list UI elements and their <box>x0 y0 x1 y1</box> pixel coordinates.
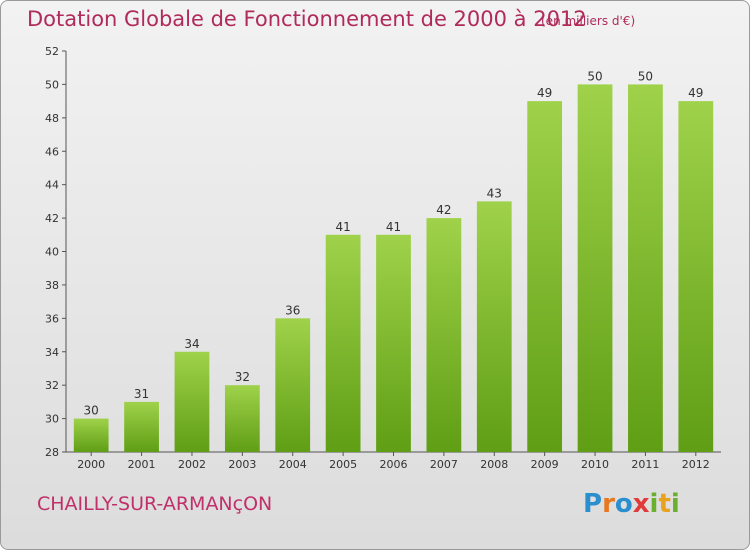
bar-value-label: 50 <box>587 69 602 83</box>
bar <box>124 401 159 452</box>
x-tick-label: 2001 <box>128 458 156 471</box>
y-tick-label: 32 <box>45 379 59 392</box>
y-tick-label: 46 <box>45 145 59 158</box>
bar <box>628 84 663 453</box>
x-axis-ticks: 2000 2001 2002 2003 2004 2005 2006 2007 2008 2009… <box>77 452 710 471</box>
bar <box>527 101 563 452</box>
bar-value-label: 41 <box>386 220 401 234</box>
y-tick-label: 44 <box>45 179 59 192</box>
bar-value-label: 50 <box>638 69 653 83</box>
proxiti-logo[interactable]: Proxiti <box>583 489 680 519</box>
bar <box>224 385 260 452</box>
y-axis-ticks: 28 30 32 34 36 38 40 42 44 46 48 50 52 <box>45 45 66 459</box>
y-tick-label: 28 <box>45 446 59 459</box>
bar <box>577 84 613 453</box>
chart-title: Dotation Globale de Fonctionnement de 20… <box>27 7 587 31</box>
bar-value-label: 41 <box>335 220 350 234</box>
logo-letter: r <box>602 489 615 519</box>
bar-value-label: 42 <box>436 203 451 217</box>
x-tick-label: 2011 <box>631 458 659 471</box>
y-tick-label: 48 <box>45 112 59 125</box>
x-tick-label: 2002 <box>178 458 206 471</box>
bar <box>678 101 714 452</box>
bar-value-label: 36 <box>285 303 300 317</box>
bar-value-label: 30 <box>84 404 99 418</box>
bar-value-label: 43 <box>487 186 502 200</box>
logo-letter: i <box>670 489 680 519</box>
chart-bars: 30 31 34 32 36 41 41 42 43 49 50 50 49 <box>73 69 714 453</box>
x-tick-label: 2000 <box>77 458 105 471</box>
commune-name: CHAILLY-SUR-ARMANçON <box>37 493 273 515</box>
logo-letter: t <box>658 489 671 519</box>
y-tick-label: 36 <box>45 312 59 325</box>
chart-subtitle: (en milliers d'€) <box>541 14 636 28</box>
logo-letter: x <box>632 489 650 519</box>
bar-value-label: 31 <box>134 387 149 401</box>
x-tick-label: 2006 <box>380 458 408 471</box>
y-tick-label: 42 <box>45 212 59 225</box>
y-tick-label: 38 <box>45 279 59 292</box>
y-tick-label: 50 <box>45 78 59 91</box>
x-tick-label: 2005 <box>329 458 357 471</box>
x-tick-label: 2008 <box>480 458 508 471</box>
bar <box>275 318 311 452</box>
bar-value-label: 32 <box>235 370 250 384</box>
bar-value-label: 49 <box>537 86 552 100</box>
x-tick-label: 2009 <box>531 458 559 471</box>
bar <box>426 218 462 452</box>
x-tick-label: 2010 <box>581 458 609 471</box>
logo-letter: o <box>614 489 633 519</box>
logo-letter: i <box>649 489 659 519</box>
x-tick-label: 2003 <box>228 458 256 471</box>
bar <box>325 234 361 452</box>
y-tick-label: 40 <box>45 246 59 259</box>
logo-letter: P <box>583 489 603 519</box>
x-tick-label: 2004 <box>279 458 307 471</box>
y-tick-label: 30 <box>45 413 59 426</box>
bar <box>174 351 210 452</box>
y-tick-label: 34 <box>45 346 59 359</box>
bar <box>476 201 512 452</box>
bar <box>376 234 411 452</box>
x-tick-label: 2012 <box>682 458 710 471</box>
bar-value-label: 34 <box>184 337 199 351</box>
bar <box>73 418 109 452</box>
y-tick-label: 52 <box>45 45 59 58</box>
x-tick-label: 2007 <box>430 458 458 471</box>
bar-value-label: 49 <box>688 86 703 100</box>
